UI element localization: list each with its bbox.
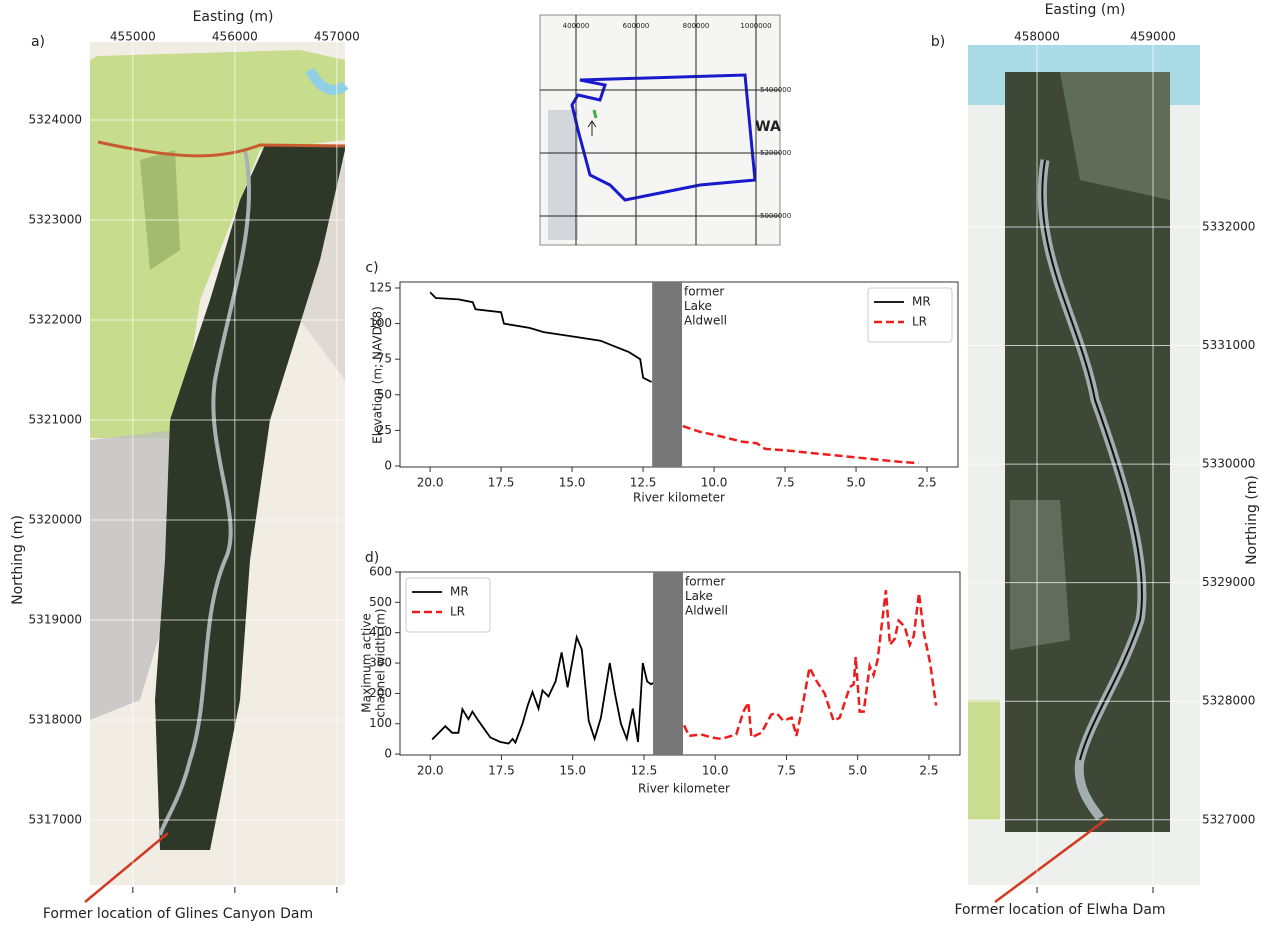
annotation: WA: [755, 119, 781, 135]
legend: [406, 578, 490, 632]
span-label: Lake: [685, 589, 713, 603]
x-axis-title: Easting (m): [1045, 2, 1126, 18]
x-tick-label: 2.5: [919, 764, 938, 778]
panel-label: d): [365, 550, 379, 566]
y-tick-label: 5327000: [1202, 812, 1255, 826]
x-tick-label: 7.5: [777, 764, 796, 778]
y-tick-label: 5321000: [29, 413, 82, 427]
x-tick-label: 12.5: [631, 764, 658, 778]
map-a-imagery: [90, 42, 345, 885]
x-tick-label: 800000: [683, 22, 710, 30]
x-tick-label: 459000: [1130, 30, 1176, 44]
y-tick-label: 5320000: [29, 513, 82, 527]
span-label: Lake: [684, 299, 712, 313]
map-b-imagery: [968, 45, 1200, 885]
y-axis-title: Northing (m): [10, 515, 26, 605]
y-axis-title: Northing (m): [1244, 475, 1260, 565]
x-tick-label: 456000: [212, 30, 258, 44]
y-tick-label: 5400000: [760, 86, 791, 94]
span-label: former: [685, 575, 725, 589]
x-tick-label: 458000: [1014, 30, 1060, 44]
panel-label: c): [365, 260, 378, 276]
x-tick-label: 5.0: [848, 764, 867, 778]
y-tick-label: 5323000: [29, 213, 82, 227]
x-tick-label: 20.0: [417, 476, 444, 490]
y-tick-label: 5200000: [760, 149, 791, 157]
x-tick-label: 600000: [623, 22, 650, 30]
legend: [868, 288, 952, 342]
x-tick-label: 10.0: [701, 476, 728, 490]
y-tick-label: 5331000: [1202, 338, 1255, 352]
x-tick-label: 15.0: [559, 764, 586, 778]
y-axis-title: channel width (m): [374, 608, 388, 717]
x-tick-label: 7.5: [776, 476, 795, 490]
y-axis-title: Maximum active: [360, 613, 374, 712]
legend-label: LR: [450, 605, 465, 619]
span-region: [652, 282, 682, 467]
y-tick-label: 5000000: [760, 212, 791, 220]
legend-label: MR: [912, 295, 931, 309]
y-tick-label: 500: [369, 595, 392, 609]
legend-label: MR: [450, 585, 469, 599]
span-label: Aldwell: [684, 314, 727, 328]
figure: 455000 456000 457000 5317000 5318000 5319000 5…: [0, 0, 1262, 926]
x-tick-label: 400000: [563, 22, 590, 30]
x-axis-title: River kilometer: [633, 491, 725, 505]
y-tick-label: 5329000: [1202, 575, 1255, 589]
y-tick-label: 5330000: [1202, 457, 1255, 471]
span-label: former: [684, 285, 724, 299]
y-tick-label: 5332000: [1202, 219, 1255, 233]
span-label: Aldwell: [685, 604, 728, 618]
x-tick-label: 455000: [110, 30, 156, 44]
x-tick-label: 12.5: [630, 476, 657, 490]
y-tick-label: 5317000: [29, 813, 82, 827]
annotation: Former location of Glines Canyon Dam: [43, 906, 313, 922]
x-axis-title: Easting (m): [193, 9, 274, 25]
y-tick-label: 5322000: [29, 313, 82, 327]
x-tick-label: 457000: [314, 30, 360, 44]
page: {"chart_data": [ {"type": "map", "panel_…: [0, 0, 1262, 926]
annotation: Former location of Elwha Dam: [954, 902, 1165, 918]
y-tick-label: 5324000: [29, 113, 82, 127]
x-tick-label: 17.5: [488, 764, 515, 778]
panel-label: a): [31, 34, 45, 50]
x-tick-label: 2.5: [918, 476, 937, 490]
legend-label: LR: [912, 315, 927, 329]
x-tick-label: 15.0: [559, 476, 586, 490]
x-tick-label: 17.5: [488, 476, 515, 490]
x-tick-label: 20.0: [417, 764, 444, 778]
y-tick-label: 5319000: [29, 613, 82, 627]
y-tick-label: 0: [384, 747, 392, 761]
y-axis-title: Elevation (m; NAVD88): [371, 306, 385, 444]
y-tick-label: 600: [369, 565, 392, 579]
x-tick-label: 10.0: [702, 764, 729, 778]
x-tick-label: 1000000: [740, 22, 771, 30]
panel-label: b): [931, 34, 945, 50]
y-tick-label: 5318000: [29, 713, 82, 727]
span-region: [653, 572, 683, 755]
x-tick-label: 5.0: [847, 476, 866, 490]
x-axis-title: River kilometer: [638, 782, 730, 796]
y-tick-label: 125: [369, 280, 392, 294]
y-tick-label: 5328000: [1202, 694, 1255, 708]
y-tick-label: 0: [384, 459, 392, 473]
